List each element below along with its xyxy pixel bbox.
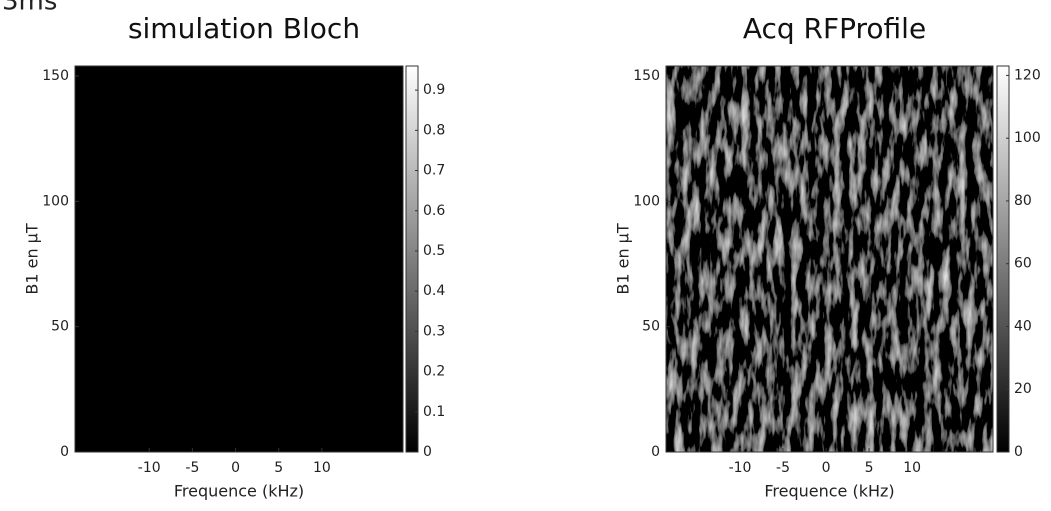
x-tick-label: 0 (231, 460, 240, 476)
colorbar-tick-label: 0.1 (423, 404, 445, 420)
colorbar (405, 65, 419, 453)
y-tick-label: 150 (633, 68, 660, 84)
x-axis-label: Frequence (kHz) (764, 482, 894, 501)
x-tick-label: 5 (865, 460, 874, 476)
colorbar-tick-label: 0.9 (423, 82, 445, 98)
colorbar-tick-label: 0.8 (423, 122, 445, 138)
colorbar-tick-label: 0.3 (423, 323, 445, 339)
x-tick-label: 10 (313, 460, 331, 476)
colorbar-tick-label: 0 (1014, 444, 1023, 460)
colorbar-tick-label: 20 (1014, 381, 1032, 397)
chart-title: simulation Bloch (128, 12, 360, 45)
x-axis-label: Frequence (kHz) (174, 482, 304, 501)
colorbar-tick-label: 100 (1014, 130, 1041, 146)
heatmap-image (666, 66, 993, 452)
colorbar-tick-label: 40 (1014, 318, 1032, 334)
x-tick-label: -10 (729, 460, 752, 476)
plot-frame (665, 65, 994, 453)
colorbar-tick-label: 80 (1014, 193, 1032, 209)
chart-title: Acq RFProfile (743, 12, 926, 45)
y-tick-label: 50 (642, 319, 660, 335)
y-tick-label: 100 (42, 193, 69, 209)
colorbar-tick-label: 0.6 (423, 203, 445, 219)
colorbar-tick-label: 60 (1014, 256, 1032, 272)
x-tick-label: -5 (185, 460, 199, 476)
plot-frame (74, 65, 404, 453)
colorbar-tick-label: 0.5 (423, 243, 445, 259)
y-tick-label: 50 (51, 319, 69, 335)
x-tick-label: -10 (138, 460, 161, 476)
colorbar (996, 65, 1010, 453)
y-tick-label: 150 (42, 68, 69, 84)
colorbar-tick-label: 0.2 (423, 364, 445, 380)
y-axis-label: B1 en µT (614, 223, 633, 294)
x-tick-label: 5 (274, 460, 283, 476)
y-tick-label: 100 (633, 193, 660, 209)
colorbar-tick-label: 0 (423, 444, 432, 460)
figure-title: 3ms (2, 0, 57, 17)
x-tick-label: 10 (903, 460, 921, 476)
x-tick-label: 0 (822, 460, 831, 476)
colorbar-tick-label: 120 (1014, 67, 1041, 83)
x-tick-label: -5 (776, 460, 790, 476)
y-axis-label: B1 en µT (23, 223, 42, 294)
y-tick-label: 0 (60, 444, 69, 460)
colorbar-tick-label: 0.4 (423, 283, 445, 299)
y-tick-label: 0 (651, 444, 660, 460)
heatmap-image (75, 66, 403, 452)
colorbar-tick-label: 0.7 (423, 163, 445, 179)
